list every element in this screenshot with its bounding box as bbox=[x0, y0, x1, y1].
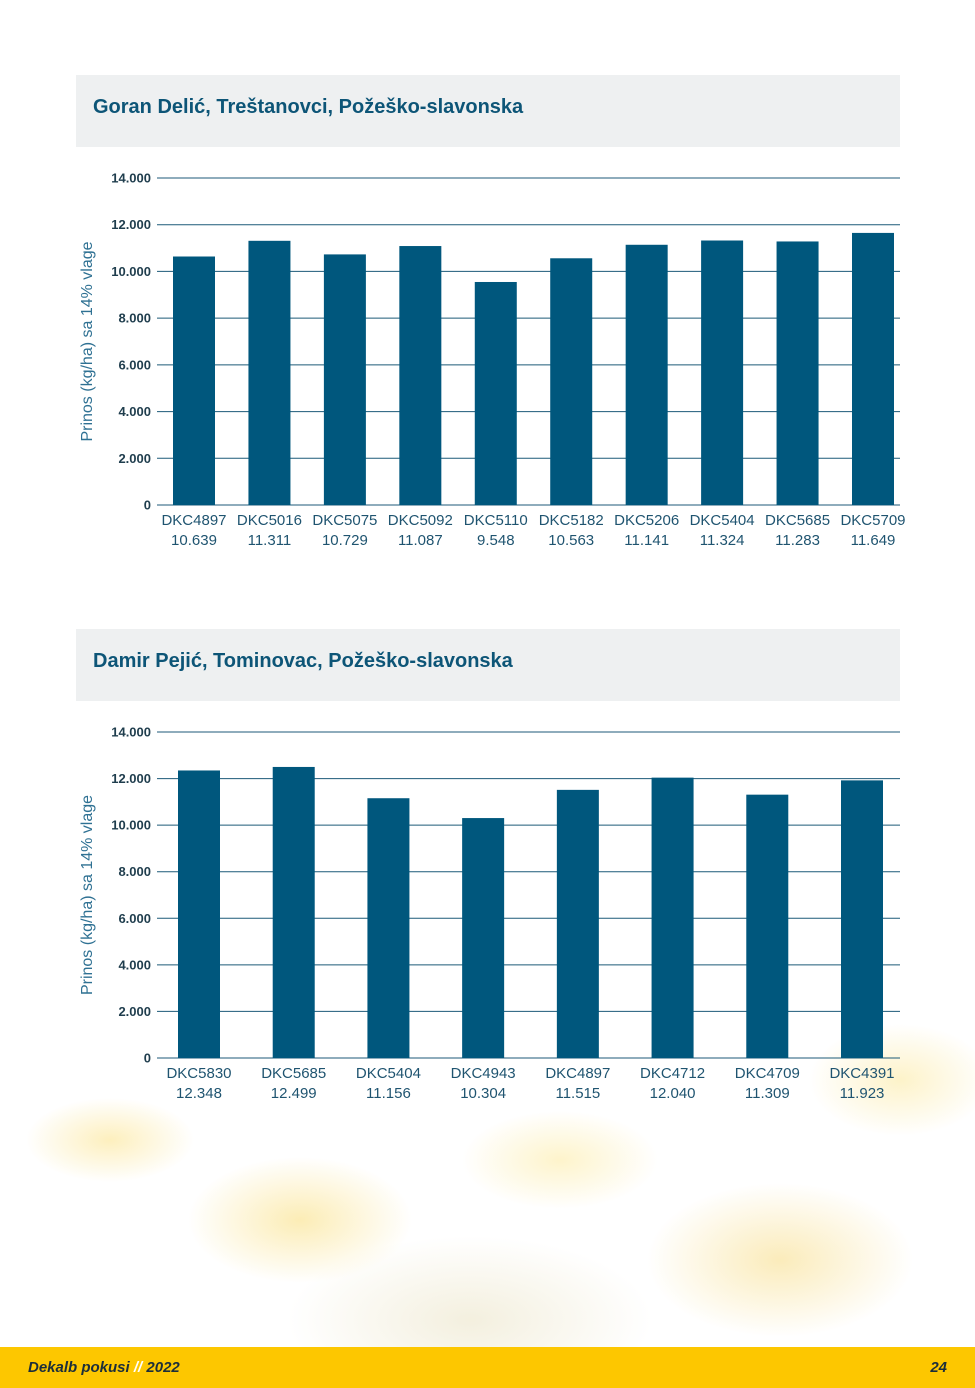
value-label: 10.639 bbox=[171, 532, 217, 549]
chart-2: 0 2.000 4.000 6.000 8.000 10.000 12.000 14.000 P… bbox=[79, 725, 900, 1102]
value-label: 12.499 bbox=[271, 1085, 317, 1102]
category-label: DKC5404 bbox=[690, 512, 755, 529]
chart-2-title-box: Damir Pejić, Tominovac, Požeško-slavonsk… bbox=[76, 629, 900, 701]
y-tick-label: 10.000 bbox=[111, 818, 151, 833]
category-label: DKC5206 bbox=[614, 512, 679, 529]
y-tick-label: 4.000 bbox=[118, 404, 151, 419]
chart-1-title-box: Goran Delić, Treštanovci, Požeško-slavon… bbox=[76, 75, 900, 147]
y-tick-label: 0 bbox=[144, 498, 151, 513]
y-tick-label: 4.000 bbox=[118, 957, 151, 972]
bar bbox=[651, 777, 694, 1058]
value-label: 9.548 bbox=[477, 532, 515, 549]
y-tick-label: 14.000 bbox=[111, 171, 151, 186]
category-label: DKC5075 bbox=[312, 512, 377, 529]
bar bbox=[776, 241, 819, 505]
y-tick-label: 8.000 bbox=[118, 311, 151, 326]
bar bbox=[841, 780, 883, 1058]
bar bbox=[625, 244, 668, 505]
y-tick-label: 6.000 bbox=[118, 357, 151, 372]
value-label: 11.141 bbox=[624, 532, 669, 549]
value-label: 11.324 bbox=[700, 532, 745, 549]
y-tick-label: 8.000 bbox=[118, 864, 151, 879]
category-label: DKC5830 bbox=[166, 1065, 231, 1082]
bar bbox=[178, 770, 220, 1058]
category-label: DKC4897 bbox=[545, 1065, 610, 1082]
bar bbox=[173, 256, 215, 505]
category-label: DKC5685 bbox=[765, 512, 830, 529]
category-label: DKC5685 bbox=[261, 1065, 326, 1082]
y-tick-label: 12.000 bbox=[111, 771, 151, 786]
value-label: 11.087 bbox=[398, 532, 443, 549]
chart-1: 0 2.000 4.000 6.000 8.000 10.000 12.000 14.000 P… bbox=[79, 171, 906, 550]
category-label: DKC5709 bbox=[840, 512, 905, 529]
bar bbox=[323, 254, 366, 505]
footer-brand: Dekalb pokusi bbox=[28, 1359, 130, 1376]
bar bbox=[474, 281, 517, 505]
bar bbox=[550, 258, 593, 505]
category-label: DKC5016 bbox=[237, 512, 302, 529]
chart-1-title: Goran Delić, Treštanovci, Požeško-slavon… bbox=[93, 96, 524, 118]
footer-separator: // bbox=[133, 1359, 143, 1376]
page-number: 24 bbox=[930, 1359, 947, 1376]
value-label: 10.729 bbox=[322, 532, 368, 549]
chart-2-title: Damir Pejić, Tominovac, Požeško-slavonsk… bbox=[93, 650, 513, 672]
category-label: DKC5404 bbox=[356, 1065, 421, 1082]
value-label: 11.311 bbox=[248, 532, 292, 549]
value-label: 11.515 bbox=[555, 1085, 600, 1102]
category-label: DKC4712 bbox=[640, 1065, 705, 1082]
category-label: DKC4709 bbox=[735, 1065, 800, 1082]
value-label: 10.563 bbox=[548, 532, 594, 549]
category-label: DKC4943 bbox=[451, 1065, 516, 1082]
value-label: 11.156 bbox=[366, 1085, 411, 1102]
y-axis-label: Prinos (kg/ha) sa 14% vlage bbox=[79, 241, 96, 441]
bar bbox=[746, 794, 789, 1058]
y-tick-label: 10.000 bbox=[111, 264, 151, 279]
bar bbox=[556, 789, 599, 1058]
value-label: 11.923 bbox=[840, 1085, 885, 1102]
y-tick-label: 12.000 bbox=[111, 217, 151, 232]
y-tick-label: 2.000 bbox=[118, 1004, 151, 1019]
category-label: DKC5092 bbox=[388, 512, 453, 529]
bar bbox=[701, 240, 744, 505]
y-tick-label: 2.000 bbox=[118, 451, 151, 466]
bar bbox=[248, 240, 291, 505]
category-label: DKC5182 bbox=[539, 512, 604, 529]
category-label: DKC4897 bbox=[161, 512, 226, 529]
y-tick-label: 6.000 bbox=[118, 911, 151, 926]
value-label: 11.649 bbox=[851, 532, 896, 549]
bar bbox=[852, 232, 894, 505]
value-label: 12.348 bbox=[176, 1085, 222, 1102]
value-label: 12.040 bbox=[650, 1085, 696, 1102]
bar bbox=[399, 246, 442, 505]
y-tick-label: 0 bbox=[144, 1051, 151, 1066]
category-label: DKC5110 bbox=[464, 512, 528, 529]
category-label: DKC4391 bbox=[829, 1065, 894, 1082]
value-label: 10.304 bbox=[460, 1085, 506, 1102]
y-axis-label: Prinos (kg/ha) sa 14% vlage bbox=[79, 795, 96, 995]
footer-bar: Dekalb pokusi // 2022 24 bbox=[0, 1347, 975, 1388]
footer-publication: Dekalb pokusi // 2022 bbox=[28, 1359, 180, 1376]
value-label: 11.309 bbox=[745, 1085, 790, 1102]
y-tick-label: 14.000 bbox=[111, 725, 151, 740]
footer-year: 2022 bbox=[146, 1359, 180, 1376]
bar bbox=[272, 766, 315, 1058]
bar bbox=[367, 798, 410, 1058]
value-label: 11.283 bbox=[775, 532, 820, 549]
bar bbox=[462, 818, 505, 1058]
